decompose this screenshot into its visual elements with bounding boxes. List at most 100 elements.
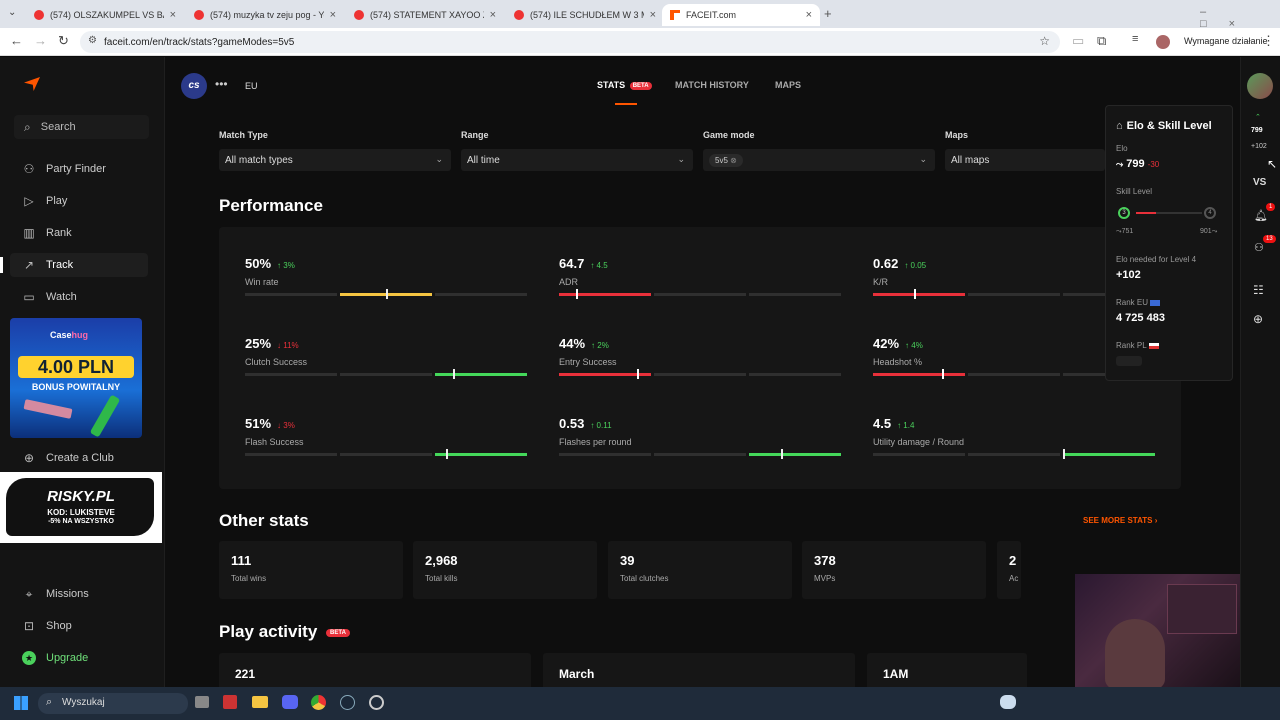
- bell-icon[interactable]: 🔔︎: [1254, 210, 1268, 222]
- sidebar-item-upgrade[interactable]: ★ Upgrade: [10, 646, 148, 670]
- filter-label: Range: [461, 130, 489, 140]
- other-stat-card: 2,968 Total kills: [413, 541, 597, 599]
- extensions-icon[interactable]: ⧉: [1097, 33, 1107, 48]
- reload-icon[interactable]: ↻: [58, 33, 69, 48]
- new-tab-button[interactable]: +: [824, 6, 832, 21]
- task-view-icon[interactable]: [195, 696, 209, 708]
- close-icon[interactable]: ×: [649, 9, 656, 21]
- close-icon[interactable]: ×: [329, 9, 336, 21]
- stat-change: ↑ 4.5: [590, 261, 608, 270]
- region-label[interactable]: EU: [245, 81, 258, 91]
- match-type-select[interactable]: All match types ⌄: [219, 149, 451, 171]
- remove-chip-icon[interactable]: ⊗: [730, 155, 737, 165]
- bookmark-star-icon[interactable]: ☆: [1039, 34, 1050, 48]
- stat-change: ↓ 3%: [277, 421, 295, 430]
- range-segment: [435, 373, 527, 376]
- risky-ad-banner[interactable]: RISKY.PL KOD: LUKISTEVE -5% NA WSZYSTKO: [0, 472, 162, 543]
- windows-start-icon[interactable]: [14, 696, 28, 710]
- file-explorer-icon[interactable]: [252, 696, 268, 708]
- range-segment: [245, 453, 337, 456]
- stat-change: ↑ 4%: [905, 341, 923, 350]
- sidebar-item-play[interactable]: ▷ Play: [10, 189, 148, 213]
- app-icon[interactable]: [223, 695, 237, 709]
- versus-button[interactable]: VS: [1253, 177, 1267, 188]
- forward-arrow-icon[interactable]: →: [34, 33, 47, 48]
- tab-match-history[interactable]: MATCH HISTORY: [675, 80, 749, 90]
- chrome-icon[interactable]: [311, 695, 326, 710]
- site-info-icon[interactable]: ⚙: [88, 35, 97, 46]
- performance-stat: 51% ↓ 3% Flash Success: [245, 415, 529, 475]
- stat-marker: [637, 369, 640, 379]
- range-segment: [654, 293, 746, 296]
- add-circle-icon[interactable]: ⊕: [1253, 312, 1264, 326]
- range-segment: [873, 373, 965, 376]
- url-field[interactable]: ⚙ faceit.com/en/track/stats?gameModes=5v…: [80, 31, 1060, 53]
- create-club-button[interactable]: ⊕ Create a Club: [23, 451, 114, 465]
- taskbar-search[interactable]: ⌕ Wyszukaj: [38, 693, 188, 714]
- obs-icon[interactable]: [369, 695, 384, 710]
- more-options-icon[interactable]: •••: [215, 77, 228, 91]
- play-activity-card: March: [543, 653, 855, 693]
- youtube-icon: [514, 10, 524, 20]
- discord-icon[interactable]: [282, 695, 298, 709]
- weather-icon[interactable]: [1000, 695, 1016, 709]
- browser-tab-active[interactable]: FACEIT.com ×: [662, 4, 820, 26]
- casehug-ad-banner[interactable]: Casehug 4.00 PLN BONUS POWITALNY: [10, 318, 142, 438]
- sidebar-item-shop[interactable]: ⊡ Shop: [23, 619, 72, 633]
- tab-stats[interactable]: STATS BETA: [597, 80, 652, 90]
- elo-panel-title: ⌂ Elo & Skill Level: [1116, 120, 1212, 132]
- missions-icon: ⌖: [25, 586, 33, 601]
- sidebar-item-missions[interactable]: ⌖ Missions: [10, 582, 148, 606]
- rank-icon: ▥: [23, 226, 35, 240]
- elo-needed: +102: [1116, 269, 1141, 281]
- stat-value: 0.62: [873, 256, 899, 271]
- back-arrow-icon[interactable]: ←: [10, 33, 23, 48]
- layout-icon[interactable]: ☷: [1253, 283, 1264, 297]
- stat-value: 0.53: [559, 416, 585, 431]
- stat-value: 44%: [559, 336, 586, 351]
- stat-range-bar: [245, 369, 529, 379]
- sidebar-item-party-finder[interactable]: ⚇ Party Finder: [23, 162, 106, 176]
- see-more-stats-link[interactable]: SEE MORE STATS ›: [1083, 516, 1158, 525]
- faceit-logo-icon[interactable]: [24, 77, 40, 91]
- tab-maps[interactable]: MAPS: [775, 80, 802, 90]
- browser-menu-icon[interactable]: ⋮: [1262, 33, 1275, 48]
- top-nav: cs ••• EU STATS BETA MATCH HISTORY MAPS: [165, 57, 1240, 112]
- game-mode-chip[interactable]: 5v5 ⊗: [709, 153, 743, 167]
- sidebar-item-track[interactable]: ↗ Track: [10, 253, 148, 277]
- close-icon[interactable]: ×: [169, 9, 176, 21]
- background-shelf: [1167, 584, 1237, 634]
- sidebar-item-watch[interactable]: ▭ Watch: [23, 290, 77, 304]
- tab-list-chevron-icon[interactable]: ⌄: [8, 7, 17, 18]
- maps-select[interactable]: All maps: [945, 149, 1105, 171]
- performance-panel: 50% ↑ 3% Win rate 64.7 ↑ 4.5 ADR 0.62 ↑ 0.05 K/R…: [219, 227, 1181, 489]
- sidebar-item-rank[interactable]: ▥ Rank: [23, 226, 72, 240]
- profile-avatar[interactable]: [1156, 35, 1170, 49]
- game-mode-select[interactable]: 5v5 ⊗ ⌄: [703, 149, 935, 171]
- level-badge-current: 3: [1118, 207, 1130, 219]
- close-icon[interactable]: ×: [805, 9, 812, 21]
- browser-address-bar: ← → ↻ ⚙ faceit.com/en/track/stats?gameMo…: [0, 28, 1280, 56]
- filter-label: Game mode: [703, 130, 755, 140]
- browser-tab[interactable]: (574) ILE SCHUDŁEM W 3 MIES×: [506, 4, 664, 26]
- browser-tab[interactable]: (574) OLSZAKUMPEL VS BARY×: [26, 4, 184, 26]
- browser-tab[interactable]: (574) STATEMENT XAYOO Zeju×: [346, 4, 504, 26]
- media-icon[interactable]: ≡: [1132, 33, 1139, 45]
- sidebar: ⌕ Search ⚇ Party Finder ▷ Play ▥ Rank ↗ Track…: [0, 57, 165, 687]
- stat-label: Entry Success: [559, 357, 617, 367]
- close-icon[interactable]: ×: [489, 9, 496, 21]
- performance-stat: 4.5 ↑ 1.4 Utility damage / Round: [873, 415, 1157, 475]
- friends-icon[interactable]: ⚇: [1254, 242, 1264, 254]
- user-avatar[interactable]: [1247, 73, 1273, 99]
- screenshot-icon[interactable]: ▭: [1072, 33, 1085, 48]
- browser-tab[interactable]: (574) muzyka tv zeju pog - You ×: [186, 4, 344, 26]
- window-controls[interactable]: –□×: [1200, 6, 1258, 30]
- rail-elo[interactable]: 799: [1251, 127, 1263, 134]
- range-select[interactable]: All time ⌄: [461, 149, 693, 171]
- game-selector[interactable]: cs: [181, 73, 207, 99]
- sidebar-search[interactable]: ⌕ Search: [14, 115, 149, 139]
- profile-action-label[interactable]: Wymagane działanie: [1184, 36, 1268, 46]
- stat-value: 51%: [245, 416, 272, 431]
- range-segment: [749, 453, 841, 456]
- steam-icon[interactable]: [340, 695, 355, 710]
